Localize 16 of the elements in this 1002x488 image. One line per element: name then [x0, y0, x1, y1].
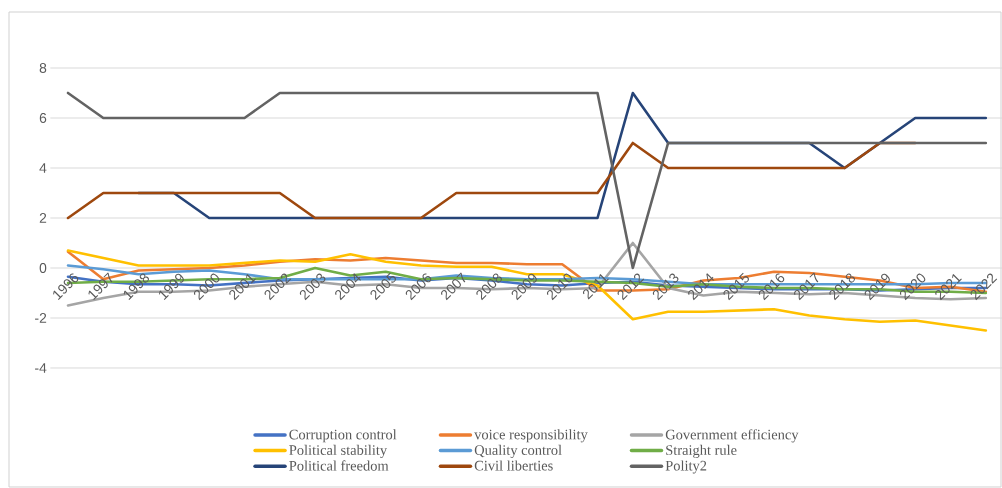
y-tick-label: -2 — [35, 313, 47, 323]
legend-label: Corruption control — [289, 429, 397, 443]
legend-label: Civil liberties — [474, 460, 553, 471]
legend-label: Polity2 — [665, 460, 707, 474]
y-tick-label: 0 — [39, 263, 47, 273]
legend-label: Political stability — [289, 444, 388, 458]
legend-label: Political freedom — [289, 460, 389, 471]
legend-label: Straight rule — [666, 444, 737, 458]
legend-label: Quality control — [474, 444, 562, 458]
y-tick-label: 8 — [39, 63, 47, 73]
y-tick-label: -4 — [35, 363, 47, 373]
y-tick-label: 6 — [39, 113, 47, 123]
legend-label: Government efficiency — [665, 429, 799, 443]
y-tick-label: 4 — [39, 163, 47, 173]
legend-label: voice responsibility — [474, 429, 588, 443]
y-tick-label: 2 — [39, 213, 47, 223]
